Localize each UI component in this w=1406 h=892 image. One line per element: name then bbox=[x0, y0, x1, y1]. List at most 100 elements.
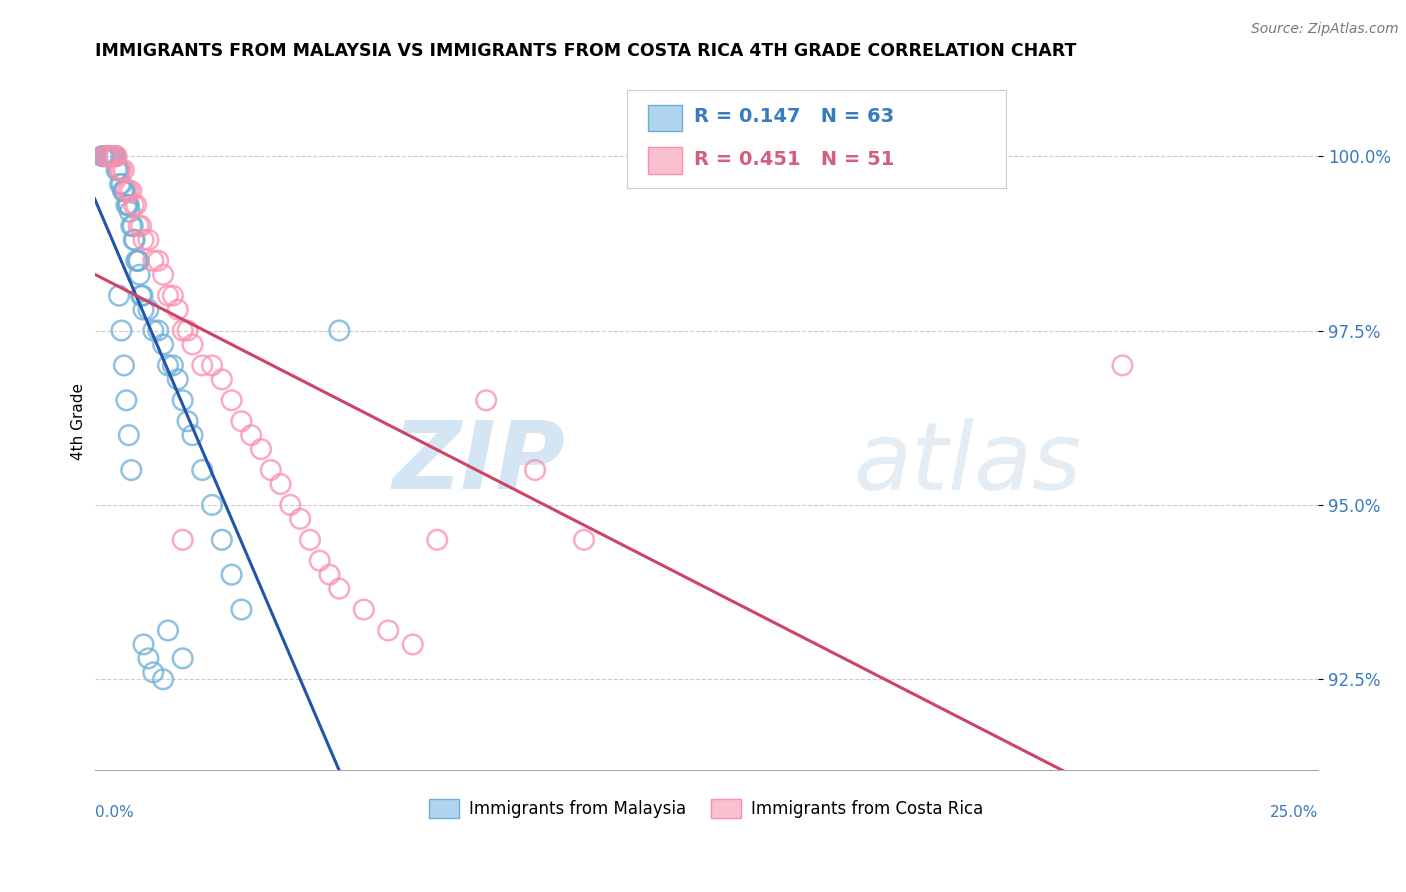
Point bbox=[112, 163, 135, 178]
FancyBboxPatch shape bbox=[648, 147, 682, 174]
Point bbox=[201, 359, 224, 373]
Point bbox=[152, 337, 174, 351]
Point bbox=[108, 163, 131, 178]
Point bbox=[110, 163, 132, 178]
Point bbox=[93, 149, 115, 163]
Point bbox=[166, 302, 188, 317]
Point bbox=[97, 149, 120, 163]
Point bbox=[128, 219, 150, 233]
Text: Source: ZipAtlas.com: Source: ZipAtlas.com bbox=[1251, 22, 1399, 37]
Point bbox=[129, 219, 152, 233]
Point bbox=[107, 163, 129, 178]
Point bbox=[240, 428, 263, 442]
Point bbox=[118, 428, 141, 442]
Point bbox=[308, 554, 330, 568]
Point bbox=[94, 149, 117, 163]
Point bbox=[104, 149, 127, 163]
Point bbox=[132, 302, 155, 317]
Point bbox=[142, 665, 165, 680]
Point bbox=[108, 288, 131, 302]
Point bbox=[118, 205, 141, 219]
Point bbox=[100, 149, 122, 163]
Point bbox=[270, 477, 292, 491]
Point bbox=[100, 149, 122, 163]
Point bbox=[98, 149, 121, 163]
Point bbox=[118, 198, 141, 212]
Point bbox=[131, 288, 153, 302]
Point bbox=[156, 359, 179, 373]
Point bbox=[328, 582, 350, 596]
Point bbox=[148, 324, 170, 338]
Point bbox=[152, 673, 174, 687]
Point bbox=[103, 149, 125, 163]
Point bbox=[172, 393, 194, 408]
Point bbox=[98, 149, 121, 163]
Point bbox=[128, 253, 150, 268]
Point bbox=[156, 624, 179, 638]
Point bbox=[114, 184, 136, 198]
Legend: Immigrants from Malaysia, Immigrants from Costa Rica: Immigrants from Malaysia, Immigrants fro… bbox=[423, 792, 990, 824]
Text: IMMIGRANTS FROM MALAYSIA VS IMMIGRANTS FROM COSTA RICA 4TH GRADE CORRELATION CHA: IMMIGRANTS FROM MALAYSIA VS IMMIGRANTS F… bbox=[94, 42, 1076, 60]
Point bbox=[108, 163, 131, 178]
Point bbox=[125, 253, 148, 268]
Point bbox=[132, 637, 155, 651]
Text: atlas: atlas bbox=[853, 417, 1081, 508]
Point bbox=[231, 414, 253, 428]
Point bbox=[129, 288, 152, 302]
Text: R = 0.451   N = 51: R = 0.451 N = 51 bbox=[695, 150, 894, 169]
Point bbox=[125, 198, 148, 212]
Point bbox=[115, 184, 138, 198]
Point bbox=[176, 414, 198, 428]
Point bbox=[176, 324, 198, 338]
Point bbox=[120, 463, 142, 477]
Point bbox=[112, 184, 135, 198]
Point bbox=[162, 288, 184, 302]
Point bbox=[132, 233, 155, 247]
Point bbox=[172, 324, 194, 338]
Point bbox=[211, 372, 233, 386]
Point bbox=[105, 163, 128, 178]
Point bbox=[142, 324, 165, 338]
Point bbox=[120, 219, 142, 233]
Point bbox=[122, 198, 145, 212]
Point bbox=[115, 393, 138, 408]
Point bbox=[221, 393, 243, 408]
Point bbox=[138, 302, 160, 317]
Point bbox=[93, 149, 115, 163]
Point bbox=[318, 567, 340, 582]
Point bbox=[572, 533, 595, 547]
Point bbox=[121, 219, 143, 233]
Point bbox=[90, 149, 112, 163]
Point bbox=[221, 567, 243, 582]
Point bbox=[156, 288, 179, 302]
Point bbox=[93, 149, 115, 163]
Point bbox=[105, 149, 128, 163]
Point bbox=[138, 233, 160, 247]
Point bbox=[288, 512, 311, 526]
Point bbox=[1111, 359, 1133, 373]
Point bbox=[108, 177, 131, 191]
Point bbox=[280, 498, 302, 512]
Point bbox=[260, 463, 283, 477]
Point bbox=[98, 149, 121, 163]
Point bbox=[524, 463, 547, 477]
FancyBboxPatch shape bbox=[648, 104, 682, 131]
Y-axis label: 4th Grade: 4th Grade bbox=[72, 383, 86, 459]
Point bbox=[172, 651, 194, 665]
Point bbox=[162, 359, 184, 373]
Point bbox=[298, 533, 321, 547]
Point bbox=[111, 184, 134, 198]
Point bbox=[115, 198, 138, 212]
Point bbox=[110, 324, 132, 338]
Point bbox=[148, 253, 170, 268]
Point bbox=[96, 149, 118, 163]
Point bbox=[118, 184, 141, 198]
Point bbox=[191, 359, 214, 373]
Point bbox=[112, 359, 135, 373]
Point bbox=[172, 533, 194, 547]
Point bbox=[181, 337, 204, 351]
Point bbox=[328, 324, 350, 338]
Point bbox=[127, 253, 149, 268]
Text: 25.0%: 25.0% bbox=[1270, 805, 1319, 820]
Point bbox=[211, 533, 233, 547]
